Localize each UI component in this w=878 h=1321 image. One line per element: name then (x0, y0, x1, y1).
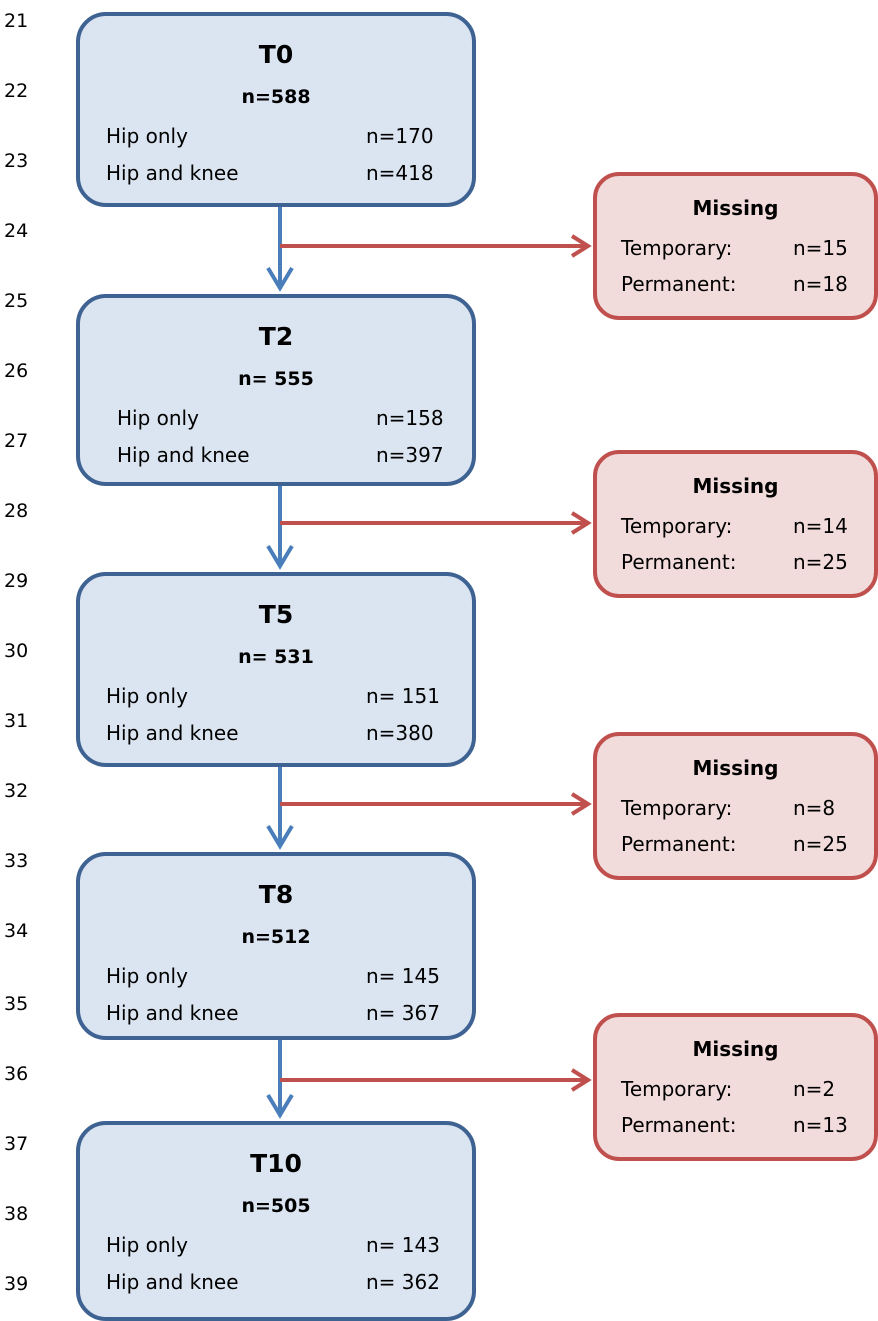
hip-only-label: Hip only (106, 124, 188, 148)
hip-only-value: n=170 (366, 124, 434, 148)
missing-title: Missing (692, 474, 779, 498)
timepoint-label: T5 (258, 600, 294, 629)
missing-arrowhead (570, 1068, 592, 1092)
line-number: 26 (4, 360, 29, 382)
permanent-label: Permanent: (621, 1113, 737, 1137)
timepoint-box-t10: T10 n=505 Hip only n= 143 Hip and knee n… (76, 1121, 476, 1321)
timepoint-total: n=588 (241, 86, 311, 108)
line-number: 38 (4, 1203, 29, 1225)
timepoint-box-t2: T2 n= 555 Hip only n=158 Hip and knee n=… (76, 294, 476, 486)
missing-box: Missing Temporary: n=8 Permanent: n=25 (593, 732, 878, 880)
permanent-label: Permanent: (621, 550, 737, 574)
hip-and-knee-label: Hip and knee (117, 443, 250, 467)
missing-arrowhead (570, 511, 592, 535)
hip-and-knee-value: n= 362 (366, 1270, 440, 1294)
line-number: 39 (4, 1273, 29, 1295)
missing-title: Missing (692, 196, 779, 220)
hip-only-value: n= 143 (366, 1233, 440, 1257)
timepoint-label: T8 (258, 880, 294, 909)
hip-and-knee-label: Hip and knee (106, 1001, 239, 1025)
line-number: 24 (4, 220, 29, 242)
line-number: 30 (4, 640, 29, 662)
timepoint-label: T0 (258, 40, 294, 69)
hip-only-value: n= 145 (366, 964, 440, 988)
permanent-value: n=18 (793, 272, 848, 296)
missing-box: Missing Temporary: n=14 Permanent: n=25 (593, 450, 878, 598)
timepoint-box-t8: T8 n=512 Hip only n= 145 Hip and knee n=… (76, 852, 476, 1040)
line-number: 21 (4, 10, 29, 32)
line-number: 22 (4, 80, 29, 102)
hip-only-label: Hip only (106, 684, 188, 708)
line-number: 37 (4, 1133, 29, 1155)
permanent-value: n=13 (793, 1113, 848, 1137)
hip-and-knee-label: Hip and knee (106, 1270, 239, 1294)
missing-arrowhead (570, 792, 592, 816)
temporary-label: Temporary: (621, 1077, 733, 1101)
timepoint-label: T10 (250, 1149, 302, 1178)
hip-and-knee-label: Hip and knee (106, 161, 239, 185)
temporary-value: n=2 (793, 1077, 836, 1101)
missing-box: Missing Temporary: n=2 Permanent: n=13 (593, 1013, 878, 1161)
permanent-value: n=25 (793, 832, 848, 856)
line-number: 35 (4, 993, 29, 1015)
temporary-value: n=15 (793, 236, 848, 260)
line-number: 27 (4, 430, 29, 452)
hip-only-label: Hip only (106, 964, 188, 988)
timepoint-box-t0: T0 n=588 Hip only n=170 Hip and knee n=4… (76, 12, 476, 207)
hip-only-label: Hip only (117, 406, 199, 430)
hip-only-value: n= 151 (366, 684, 440, 708)
missing-box: Missing Temporary: n=15 Permanent: n=18 (593, 172, 878, 320)
hip-only-value: n=158 (376, 406, 444, 430)
timepoint-total: n= 555 (238, 368, 314, 390)
flow-arrowhead (266, 266, 294, 292)
permanent-label: Permanent: (621, 832, 737, 856)
hip-and-knee-label: Hip and knee (106, 721, 239, 745)
line-number: 25 (4, 290, 29, 312)
missing-title: Missing (692, 756, 779, 780)
timepoint-total: n=512 (241, 926, 311, 948)
temporary-label: Temporary: (621, 796, 733, 820)
line-number: 23 (4, 150, 29, 172)
hip-only-label: Hip only (106, 1233, 188, 1257)
hip-and-knee-value: n= 367 (366, 1001, 440, 1025)
line-number: 33 (4, 850, 29, 872)
flow-arrowhead (266, 544, 294, 570)
hip-and-knee-value: n=418 (366, 161, 434, 185)
hip-and-knee-value: n=397 (376, 443, 444, 467)
permanent-label: Permanent: (621, 272, 737, 296)
temporary-value: n=14 (793, 514, 848, 538)
temporary-label: Temporary: (621, 236, 733, 260)
temporary-value: n=8 (793, 796, 836, 820)
missing-title: Missing (692, 1037, 779, 1061)
timepoint-label: T2 (258, 322, 294, 351)
timepoint-total: n=505 (241, 1195, 311, 1217)
line-number: 29 (4, 570, 29, 592)
line-number: 28 (4, 500, 29, 522)
flow-arrowhead (266, 824, 294, 850)
line-number: 32 (4, 780, 29, 802)
flow-arrowhead (266, 1093, 294, 1119)
line-number: 31 (4, 710, 29, 732)
timepoint-box-t5: T5 n= 531 Hip only n= 151 Hip and knee n… (76, 572, 476, 767)
permanent-value: n=25 (793, 550, 848, 574)
line-number: 36 (4, 1063, 29, 1085)
timepoint-total: n= 531 (238, 646, 314, 668)
hip-and-knee-value: n=380 (366, 721, 434, 745)
line-number: 34 (4, 920, 29, 942)
missing-arrowhead (570, 234, 592, 258)
temporary-label: Temporary: (621, 514, 733, 538)
